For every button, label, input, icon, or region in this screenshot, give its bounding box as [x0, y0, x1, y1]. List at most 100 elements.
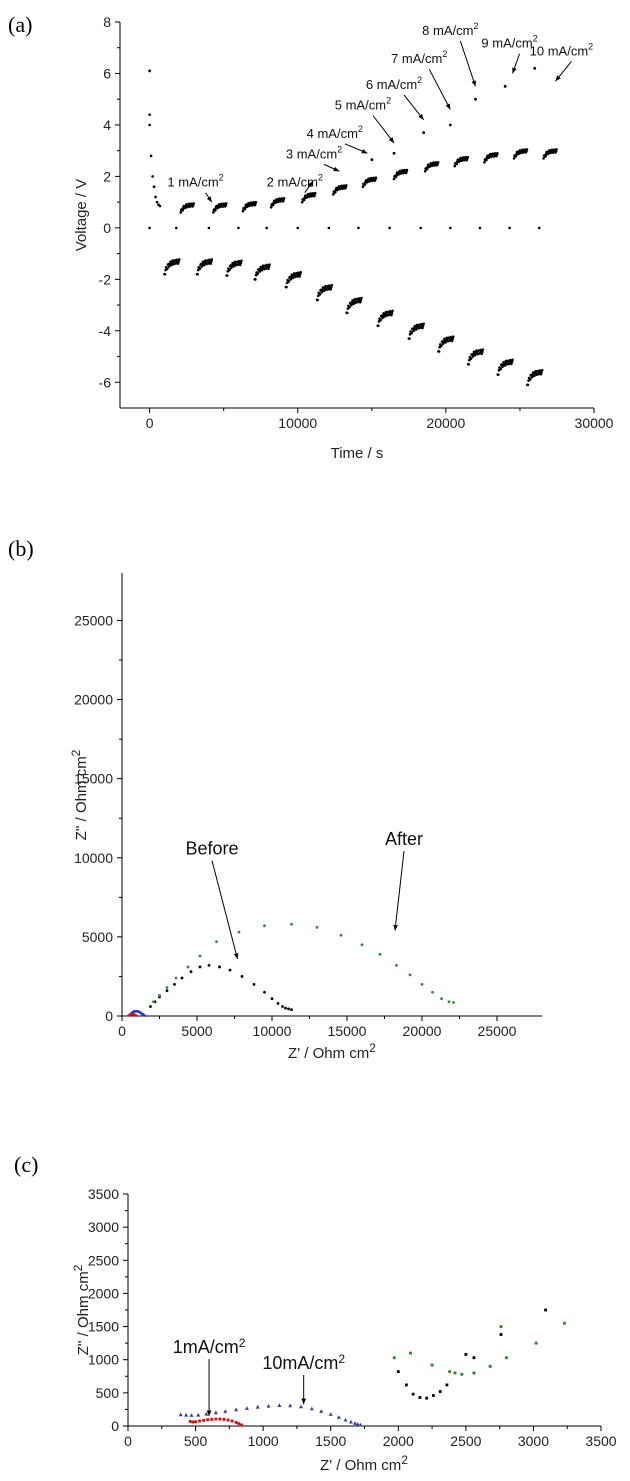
- annotation-arrowhead: [361, 148, 368, 154]
- x-axis-label: Time / s: [331, 445, 384, 462]
- data-point: [472, 1356, 476, 1360]
- data-point: [198, 965, 202, 969]
- data-point-negative: [497, 373, 500, 376]
- series-2: [178, 1403, 363, 1427]
- data-point-positive: [542, 157, 545, 160]
- data-point: [276, 1001, 280, 1005]
- data-point-zero: [478, 226, 482, 230]
- data-point-zero: [419, 226, 422, 230]
- data-point: [263, 924, 266, 928]
- data-point: [277, 1403, 282, 1407]
- y-axis-label: Z'' / Ohm cm2: [71, 1264, 92, 1355]
- data-point-initial: [148, 113, 151, 116]
- annotation-superscript: 2: [358, 124, 363, 134]
- data-point-negative: [163, 272, 167, 276]
- data-point: [184, 1412, 189, 1417]
- data-point-positive: [274, 201, 278, 204]
- data-point: [309, 1406, 314, 1411]
- data-point: [348, 1419, 353, 1424]
- data-points: [178, 1308, 567, 1427]
- data-point: [134, 1014, 138, 1017]
- x-tick-label: 2500: [450, 1433, 481, 1449]
- annotation-label: After: [385, 829, 423, 849]
- y-tick-label: 25000: [74, 612, 113, 628]
- annotation-arrowhead: [393, 924, 398, 931]
- annotation-arrowhead: [445, 103, 451, 110]
- y-tick-label: -6: [99, 374, 112, 390]
- data-point-positive: [243, 207, 247, 211]
- data-point: [499, 1324, 503, 1329]
- data-point-negative: [480, 352, 484, 355]
- data-point-negative: [511, 358, 514, 362]
- data-point-positive: [425, 167, 429, 171]
- data-point-positive: [485, 158, 488, 162]
- data-point-negative: [444, 341, 447, 344]
- data-point-positive: [366, 180, 369, 184]
- data-point-positive: [483, 160, 486, 164]
- x-tick-label: 0: [124, 1433, 132, 1449]
- data-point: [214, 1417, 218, 1421]
- data-point: [198, 1419, 202, 1423]
- data-point: [222, 1417, 226, 1421]
- data-point-negative: [298, 273, 302, 276]
- data-point: [178, 1412, 183, 1417]
- data-point: [420, 982, 424, 986]
- data-point: [196, 1412, 201, 1417]
- annotation-label: 10mA/cm2: [262, 1352, 345, 1373]
- x-tick-label: 15000: [328, 1023, 367, 1039]
- data-point-negative: [287, 280, 291, 283]
- data-point: [281, 1005, 284, 1008]
- data-point-positive: [405, 168, 409, 172]
- y-tick-label: 0: [105, 1008, 113, 1024]
- data-point: [408, 973, 412, 977]
- data-point-zero: [174, 226, 178, 230]
- data-point: [562, 1321, 567, 1325]
- data-point-negative: [450, 339, 454, 343]
- annotation-label: 1mA/cm2: [173, 1336, 246, 1357]
- data-point-negative: [268, 263, 271, 266]
- data-point-positive: [555, 148, 558, 151]
- data-point-positive: [224, 202, 228, 205]
- data-point: [396, 1370, 400, 1374]
- data-point-negative: [267, 265, 271, 269]
- data-point: [315, 926, 319, 929]
- series-4: [127, 1012, 138, 1017]
- data-point-positive: [525, 148, 529, 151]
- annotation-arrowhead: [388, 137, 395, 143]
- data-point: [174, 976, 178, 980]
- data-point-initial: [151, 175, 154, 178]
- data-point-positive: [374, 176, 378, 180]
- x-axis-label-superscript: 2: [401, 1453, 408, 1467]
- data-point: [404, 1383, 408, 1387]
- data-point: [207, 963, 211, 967]
- data-point-positive: [300, 200, 304, 204]
- data-points: [127, 922, 455, 1017]
- y-tick-label: 0: [103, 220, 111, 236]
- annotation-arrowhead: [206, 1410, 212, 1417]
- annotation-arrowhead: [206, 196, 212, 203]
- data-point-positive: [216, 206, 220, 209]
- data-point-negative: [198, 267, 202, 270]
- data-point-negative: [260, 268, 264, 272]
- annotation-arrowhead: [555, 75, 561, 82]
- data-point-negative: [240, 259, 243, 263]
- data-point: [149, 1005, 152, 1008]
- data-point-negative: [499, 367, 502, 371]
- data-point-positive: [181, 208, 185, 212]
- data-point-initial: [155, 200, 159, 204]
- data-point-zero: [388, 226, 391, 230]
- data-point-negative: [329, 288, 332, 291]
- data-point-negative: [526, 383, 530, 387]
- x-tick-label: 20000: [426, 415, 465, 431]
- x-tick-label: 500: [184, 1433, 208, 1449]
- data-point: [464, 1353, 468, 1356]
- data-point: [165, 986, 169, 989]
- annotation-arrow: [459, 40, 476, 87]
- x-tick-label: 0: [146, 415, 154, 431]
- data-point-negative: [414, 328, 418, 331]
- y-tick-label: 500: [96, 1385, 120, 1401]
- data-point-positive: [458, 159, 461, 163]
- data-point-negative: [322, 289, 326, 293]
- annotation-arrow: [394, 851, 405, 931]
- data-point: [411, 1392, 415, 1396]
